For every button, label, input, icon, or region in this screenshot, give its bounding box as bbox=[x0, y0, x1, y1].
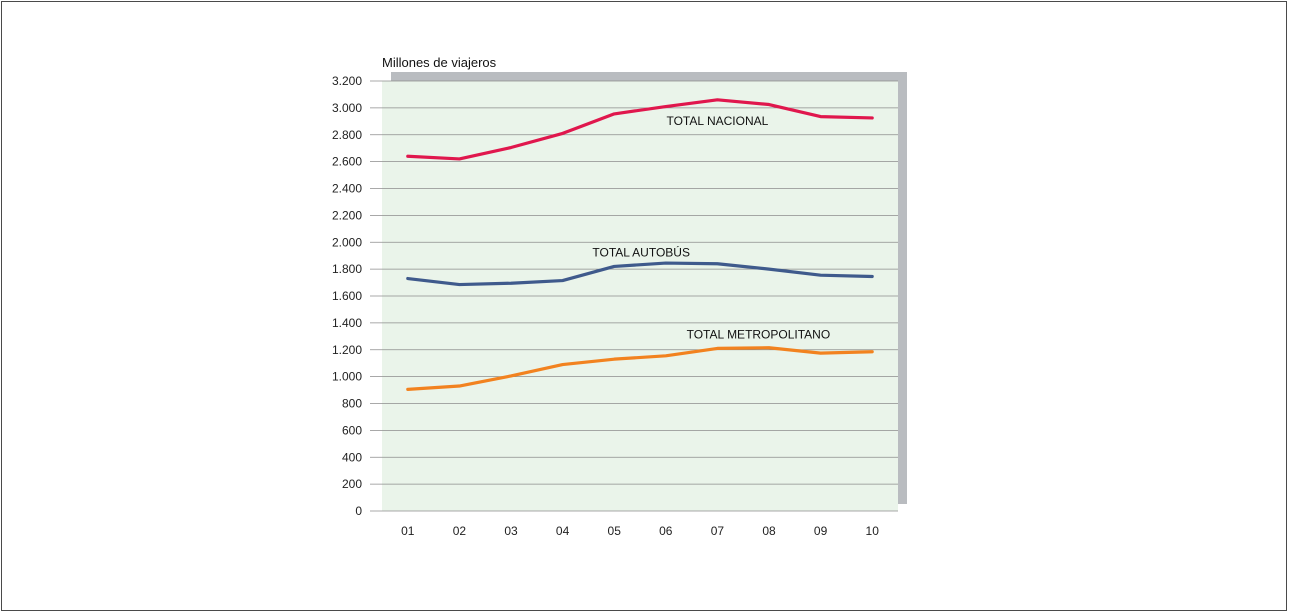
y-tick-label: 1.400 bbox=[332, 316, 362, 330]
x-tick-label: 08 bbox=[762, 524, 776, 538]
series-label: TOTAL NACIONAL bbox=[666, 114, 768, 128]
x-tick-label: 07 bbox=[711, 524, 725, 538]
y-axis-ticks: 0 200 400 600 800 1.000 1.200 1.400 1.600 1.800 2.… bbox=[332, 74, 362, 518]
series-labels: TOTAL NACIONAL TOTAL AUTOBÚS TOTAL METROPO… bbox=[592, 114, 830, 342]
y-tick-label: 400 bbox=[342, 450, 362, 464]
y-tick-label: 2.000 bbox=[332, 235, 362, 249]
y-tick-label: 2.200 bbox=[332, 208, 362, 222]
y-tick-label: 3.000 bbox=[332, 101, 362, 115]
x-tick-label: 02 bbox=[453, 524, 467, 538]
x-axis-ticks: 01 02 03 04 05 06 07 08 09 10 bbox=[401, 524, 879, 538]
series-label: TOTAL AUTOBÚS bbox=[592, 244, 690, 259]
y-axis-label: Millones de viajeros bbox=[382, 55, 497, 70]
y-tick-label: 800 bbox=[342, 397, 362, 411]
series-line bbox=[406, 346, 874, 391]
y-tick-label: 2.800 bbox=[332, 128, 362, 142]
y-tick-label: 2.400 bbox=[332, 182, 362, 196]
x-tick-label: 01 bbox=[401, 524, 415, 538]
series-line bbox=[406, 98, 874, 161]
gridlines bbox=[370, 80, 898, 512]
y-tick-label: 3.200 bbox=[332, 74, 362, 88]
y-tick-label: 1.000 bbox=[332, 370, 362, 384]
x-tick-label: 03 bbox=[504, 524, 518, 538]
x-tick-label: 10 bbox=[866, 524, 880, 538]
y-tick-label: 1.600 bbox=[332, 289, 362, 303]
x-tick-label: 04 bbox=[556, 524, 570, 538]
x-tick-label: 05 bbox=[608, 524, 622, 538]
y-tick-label: 2.600 bbox=[332, 155, 362, 169]
y-tick-label: 200 bbox=[342, 477, 362, 491]
y-tick-label: 1.200 bbox=[332, 343, 362, 357]
series-label: TOTAL METROPOLITANO bbox=[687, 327, 831, 341]
series-lines bbox=[406, 98, 874, 391]
x-tick-label: 06 bbox=[659, 524, 673, 538]
y-tick-label: 600 bbox=[342, 423, 362, 437]
x-tick-label: 09 bbox=[814, 524, 828, 538]
y-tick-label: 0 bbox=[355, 504, 362, 518]
y-tick-label: 1.800 bbox=[332, 262, 362, 276]
series-line bbox=[406, 261, 874, 287]
